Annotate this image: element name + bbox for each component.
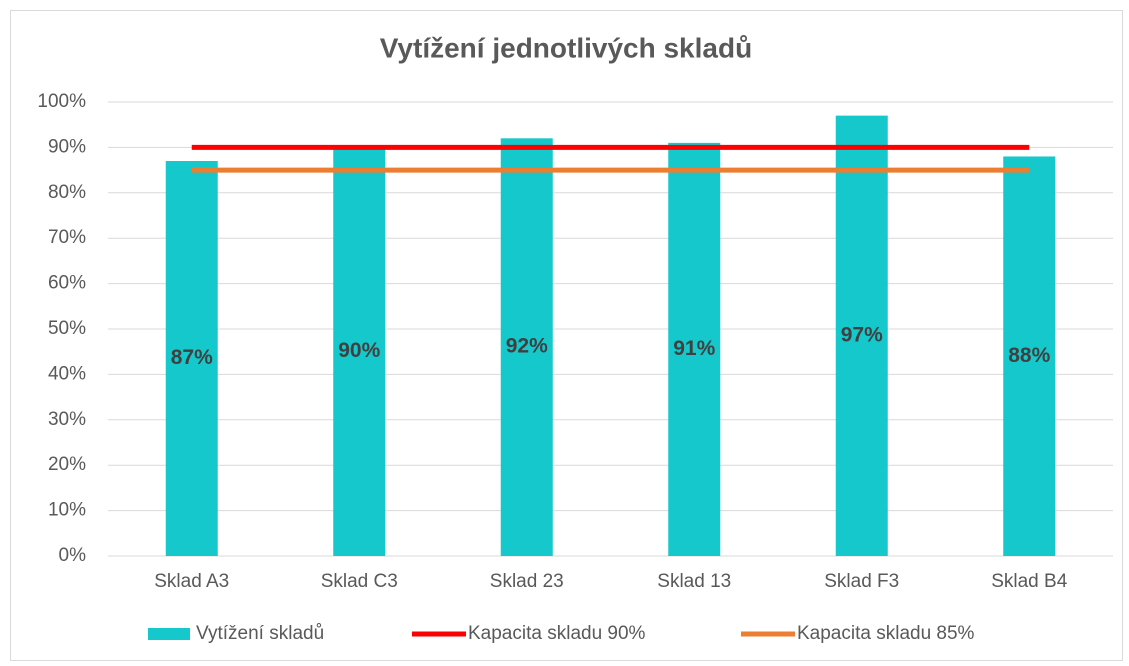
bar [165,161,218,556]
chart-title: Vytížení jednotlivých skladů [380,32,752,63]
y-tick-label: 60% [48,273,86,294]
bar [333,147,386,556]
y-tick-label: 30% [48,409,86,430]
data-label: 92% [506,335,548,358]
x-tick-label: Sklad 23 [490,571,564,592]
data-label: 90% [338,339,380,362]
x-tick-label: Sklad F3 [824,571,899,592]
data-label: 88% [1008,344,1050,367]
legend-label: Vytížení skladů [196,623,324,644]
x-tick-label: Sklad A3 [154,571,229,592]
data-label: 97% [841,323,883,346]
y-tick-label: 40% [48,363,86,384]
y-tick-label: 80% [48,182,86,203]
bar [1003,156,1056,557]
bar [668,142,721,557]
legend-label: Kapacita skladu 90% [468,623,646,644]
y-tick-label: 50% [48,318,86,339]
y-tick-label: 70% [48,227,86,248]
x-tick-label: Sklad B4 [991,571,1067,592]
legend-swatch [148,628,190,640]
data-label: 87% [171,346,213,369]
y-tick-label: 100% [37,91,86,112]
data-label: 91% [673,337,715,360]
x-tick-label: Sklad 13 [657,571,731,592]
y-tick-label: 20% [48,454,86,475]
legend-label: Kapacita skladu 85% [797,623,975,644]
y-tick-label: 10% [48,500,86,521]
y-tick-label: 0% [59,545,87,566]
bar [835,115,888,557]
x-tick-label: Sklad C3 [321,571,398,592]
y-tick-label: 90% [48,136,86,157]
bar [500,138,553,556]
